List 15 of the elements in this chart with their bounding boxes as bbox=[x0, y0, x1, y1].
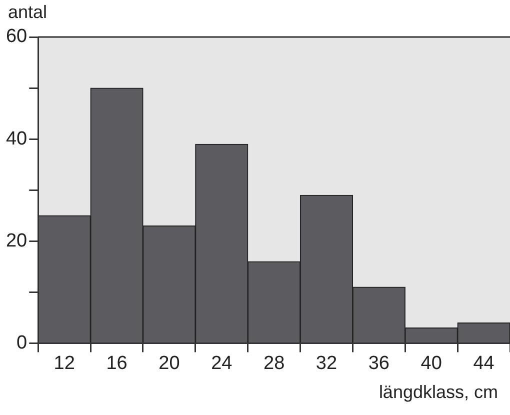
x-tick-label: 20 bbox=[158, 352, 180, 374]
x-tick-label: 40 bbox=[420, 352, 442, 374]
y-axis-title: antal bbox=[8, 2, 48, 23]
x-tick-label: 36 bbox=[368, 352, 390, 374]
y-tick-label: 60 bbox=[6, 26, 28, 48]
x-tick-label: 12 bbox=[54, 352, 75, 374]
x-axis-title: längdklass, cm bbox=[378, 382, 498, 403]
y-tick-label: 20 bbox=[6, 230, 28, 252]
y-tick-label: 40 bbox=[6, 128, 28, 150]
x-tick-label: 28 bbox=[263, 352, 285, 374]
x-tick-label: 24 bbox=[211, 352, 233, 374]
x-tick-label: 32 bbox=[316, 352, 338, 374]
x-tick-label: 16 bbox=[106, 352, 128, 374]
x-tick-label: 44 bbox=[473, 352, 495, 374]
y-tick-label: 0 bbox=[16, 332, 28, 354]
